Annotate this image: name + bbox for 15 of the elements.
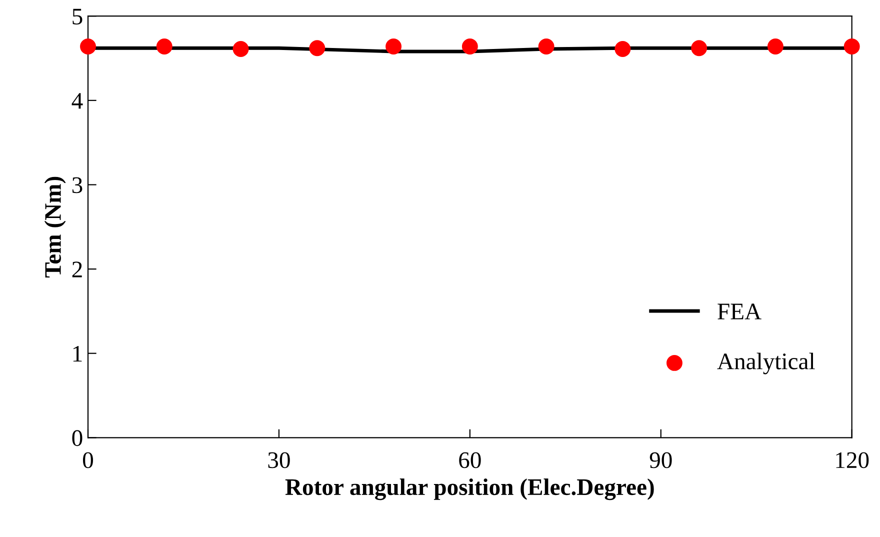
legend-label: Analytical xyxy=(717,352,815,374)
y-tick-label: 5 xyxy=(72,8,82,25)
y-tick-label: 0 xyxy=(72,430,82,446)
x-tick-label: 60 xyxy=(459,452,481,468)
legend-label: FEA xyxy=(718,304,762,320)
x-tick-label: 90 xyxy=(650,452,672,468)
y-axis-title: Tem (Nm) xyxy=(44,176,66,278)
x-axis-title: Rotor angular position (Elec.Degree) xyxy=(285,478,654,500)
x-tick-label: 0 xyxy=(82,452,94,468)
y-tick-label: 2 xyxy=(72,262,82,278)
y-tick-label: 1 xyxy=(73,346,82,362)
x-tick-label: 30 xyxy=(268,452,290,468)
y-tick-label: 3 xyxy=(72,177,82,194)
y-tick-label: 4 xyxy=(72,93,83,109)
x-tick-label: 120 xyxy=(836,452,869,468)
